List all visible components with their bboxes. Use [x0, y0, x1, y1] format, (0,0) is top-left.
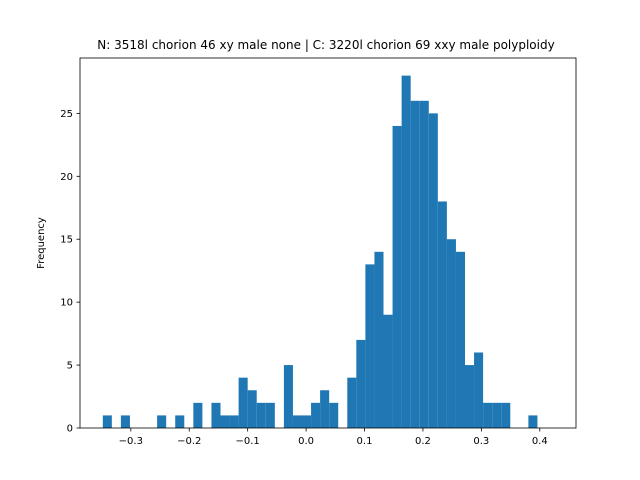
histogram-bar [374, 251, 384, 428]
histogram-bar [428, 113, 438, 429]
y-axis: 0 5 10 15 20 25 [60, 109, 80, 435]
chart-title: N: 3518l chorion 46 xy male none | C: 32… [97, 38, 554, 52]
histogram-bar [120, 415, 130, 428]
histogram-bar [311, 402, 321, 428]
y-tick-label: 15 [60, 235, 73, 246]
histogram-bar [483, 402, 493, 428]
histogram-bar [419, 100, 429, 428]
histogram-bar [229, 415, 239, 428]
histogram-bar [157, 415, 167, 428]
x-tick-label: 0.4 [532, 436, 548, 447]
histogram-bar [501, 402, 511, 428]
x-tick-label: 0.0 [298, 436, 314, 447]
histogram-bar [528, 415, 538, 428]
histogram-bar [238, 377, 248, 428]
y-tick-label: 10 [60, 298, 73, 309]
histogram-bar [102, 415, 112, 428]
x-tick-label: 0.3 [473, 436, 489, 447]
y-tick-label: 0 [67, 424, 73, 435]
x-tick-label: −0.1 [236, 436, 260, 447]
histogram-bar [292, 415, 303, 428]
histogram-bar [392, 125, 402, 429]
histogram-bar [492, 402, 502, 428]
y-axis-title: Frequency [36, 217, 47, 269]
histogram-bar [446, 239, 456, 428]
x-tick-label: −0.3 [119, 436, 143, 447]
histogram-bar [302, 415, 312, 428]
x-tick-label: 0.2 [415, 436, 431, 447]
histogram-bar [383, 314, 393, 428]
histogram-bar [410, 100, 420, 428]
histogram-bar [211, 402, 221, 428]
histogram-bar [464, 365, 475, 428]
histogram-bar [265, 402, 275, 428]
histogram-bar [320, 390, 330, 428]
y-tick-label: 25 [60, 109, 73, 120]
x-tick-label: 0.1 [357, 436, 373, 447]
histogram-bar [455, 251, 465, 428]
histogram-bar [365, 264, 375, 428]
x-tick-label: −0.2 [177, 436, 201, 447]
histogram-bar [437, 201, 447, 428]
x-axis: −0.3 −0.2 −0.1 0.0 0.1 0.2 0.3 0.4 [119, 428, 548, 447]
histogram-bar [329, 402, 339, 428]
histogram-bars [102, 75, 538, 429]
histogram-bar [175, 415, 185, 428]
histogram-bar [347, 377, 357, 428]
histogram-bar [474, 352, 484, 428]
y-tick-label: 5 [67, 361, 73, 372]
histogram-bar [256, 402, 266, 428]
histogram-bar [401, 75, 411, 428]
histogram-bar [220, 415, 230, 428]
histogram-bar [283, 365, 293, 428]
histogram-bar [193, 402, 203, 428]
plot-frame [79, 57, 577, 429]
histogram-bar [247, 390, 257, 428]
y-tick-label: 20 [60, 172, 73, 183]
histogram-bar [356, 339, 366, 428]
